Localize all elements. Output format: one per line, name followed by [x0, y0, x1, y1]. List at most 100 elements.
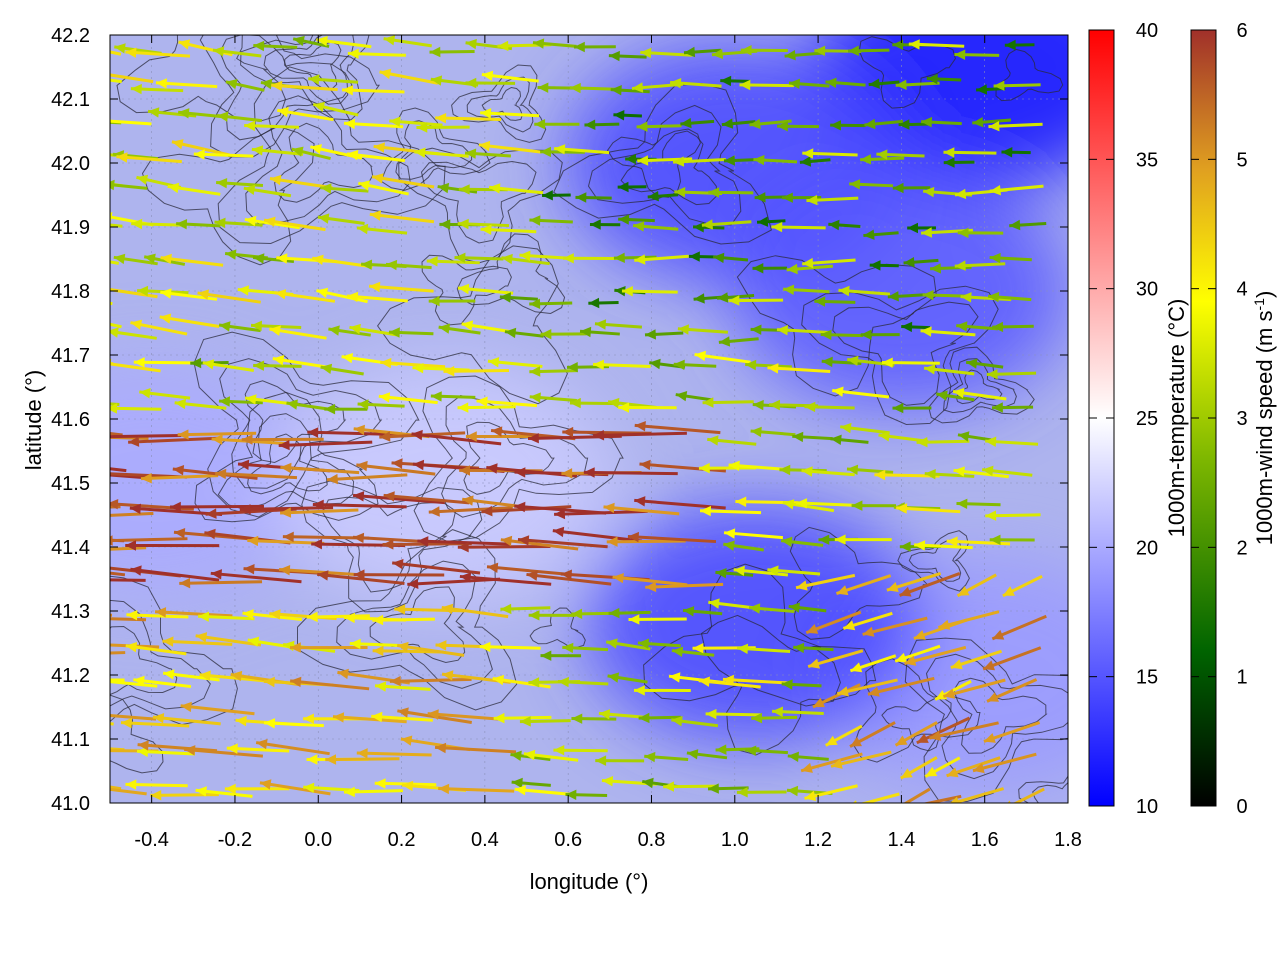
wind-vector-head: [523, 749, 536, 761]
wind-vector-head: [358, 180, 370, 191]
wind-vector-head: [217, 111, 229, 122]
wind-vector-head: [627, 531, 639, 543]
wind-vector-head: [745, 359, 757, 371]
wind-vector-head: [693, 222, 704, 233]
wind-vector-head: [225, 79, 238, 90]
wind-vector-head: [291, 146, 304, 157]
wind-vector-head: [394, 604, 406, 615]
wind-vector-head: [411, 429, 423, 441]
wind-vector-head: [796, 498, 808, 509]
wind-vector-head: [110, 403, 118, 414]
wind-vector-head: [724, 528, 736, 539]
wind-vector-head: [461, 320, 474, 331]
wind-vector-shaft: [552, 529, 643, 543]
wind-vector-head: [718, 336, 731, 347]
x-tick-label: 0.0: [304, 829, 332, 851]
wind-vector-head: [344, 612, 355, 624]
wind-vector-head: [750, 324, 762, 335]
wind-vector-head: [987, 692, 999, 702]
wind-vector-head: [276, 253, 288, 264]
temperature-colorbar-ticks: 10 15 20 25 30 35 40: [1089, 20, 1158, 818]
wind-vector-head: [320, 183, 332, 194]
temperature-blob: [110, 363, 322, 603]
wind-vector-head: [159, 313, 172, 324]
wind-vector-head: [671, 646, 684, 657]
wind-vector-head: [886, 582, 899, 592]
wind-vector-head: [400, 735, 413, 746]
wind-vector-head: [303, 713, 314, 724]
wind-vector-head: [97, 468, 108, 479]
wind-vector-head: [204, 528, 216, 540]
wind-vector-head: [670, 78, 682, 89]
contour-line: [263, 35, 355, 105]
wind-vector-head: [457, 218, 469, 230]
wind-vector-head: [125, 779, 137, 790]
wind-vector-head: [174, 528, 186, 539]
wind-vector-head: [501, 253, 513, 265]
wind-vector-head: [344, 786, 355, 798]
wind-vector-head: [869, 260, 881, 271]
wind-vector-head: [914, 540, 926, 551]
wind-vector-head: [238, 459, 250, 470]
wind-vector-head: [224, 783, 236, 795]
wind-vector-head: [921, 116, 933, 128]
wind-vector-head: [378, 392, 391, 403]
wind-vector-head: [306, 754, 318, 765]
wind-vector-head: [896, 503, 908, 514]
wind-vector-head: [69, 397, 80, 407]
wind-vector-head: [843, 620, 856, 631]
wind-vector-shaft: [130, 567, 220, 582]
wind-vector-head: [808, 658, 820, 669]
wind-colorbar-ticks: 0 1 2 3 4 5 6: [1191, 20, 1248, 818]
wind-vector-shaft: [417, 539, 512, 546]
wind-vector-head: [788, 602, 800, 613]
wind-vector-shaft: [396, 643, 465, 657]
wind-vector-shaft: [312, 503, 407, 509]
x-tick-label: 1.6: [971, 829, 999, 851]
wind-vector-head: [176, 219, 188, 230]
wind-vector-head: [781, 536, 793, 547]
wind-vector-head: [139, 388, 151, 399]
wind-vector-head: [904, 655, 917, 666]
wind-vector-head: [113, 253, 126, 265]
colorbar-tick-label: 1: [1236, 667, 1247, 689]
wind-vector-head: [344, 118, 356, 130]
wind-vector-head: [247, 636, 260, 647]
wind-vector-shaft: [325, 757, 400, 762]
wind-vector-head: [814, 45, 826, 56]
wind-vector-shaft: [459, 574, 552, 586]
wind-vector-head: [647, 191, 659, 202]
wind-vector-head: [190, 357, 202, 369]
wind-vector-head: [357, 399, 369, 410]
wind-vector-head: [924, 469, 936, 480]
wind-vector-head: [806, 624, 819, 634]
wind-vector-head: [852, 800, 857, 803]
wind-vector-head: [892, 402, 904, 414]
wind-vector-head: [898, 119, 910, 130]
wind-vector-head: [349, 323, 361, 335]
wind-vector-head: [87, 432, 98, 442]
contour-line: [553, 82, 772, 245]
wind-vector-shaft: [874, 473, 940, 478]
wind-vector-head: [211, 434, 223, 445]
wind-vector-head: [69, 252, 81, 262]
wind-vector-head: [416, 122, 428, 133]
wind-vector-head: [313, 101, 325, 112]
wind-vector-head: [528, 610, 540, 621]
wind-vector-head: [925, 766, 938, 777]
wind-vector-head: [828, 219, 840, 231]
wind-vector-head: [435, 113, 447, 124]
wind-vector-head: [836, 585, 849, 596]
wind-vector-head: [379, 68, 392, 80]
wind-vector-head: [372, 614, 384, 626]
wind-vector-head: [514, 785, 526, 796]
wind-vector-head: [720, 75, 732, 87]
wind-vector-head: [260, 78, 273, 90]
wind-vector-head: [256, 739, 268, 750]
y-tick-label: 42.0: [51, 153, 90, 175]
wind-vector-head: [198, 611, 210, 622]
wind-vector-head: [311, 539, 323, 550]
wind-vector-shaft: [110, 747, 125, 752]
wind-vector-head: [465, 38, 477, 50]
colorbar-tick-label: 30: [1136, 279, 1158, 301]
